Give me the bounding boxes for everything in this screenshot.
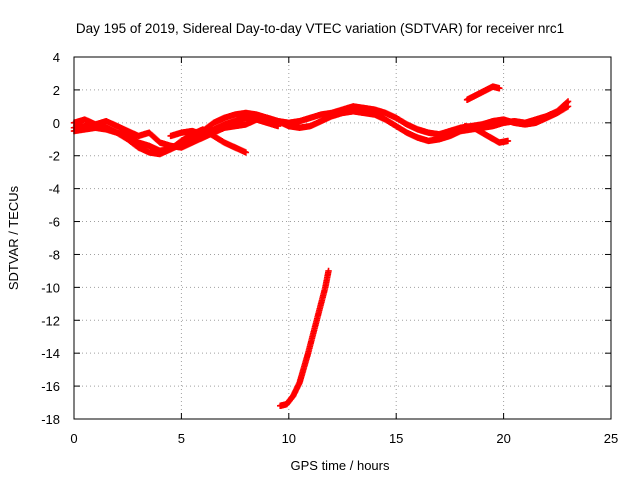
y-tick-label: -2 xyxy=(48,149,60,164)
y-tick-label: -14 xyxy=(41,346,60,361)
y-axis-ticks: 4 2 0 -2 -4 -6 -8 -10 -12 -14 -16 -18 xyxy=(41,50,611,427)
y-tick-label: 2 xyxy=(53,83,60,98)
data-point xyxy=(504,137,512,145)
x-tick-label: 5 xyxy=(178,431,185,446)
plot-frame xyxy=(73,56,612,420)
y-tick-label: -6 xyxy=(48,215,60,230)
data-point xyxy=(563,99,571,106)
y-tick-label: 0 xyxy=(53,116,60,131)
x-tick-label: 15 xyxy=(389,431,403,446)
x-tick-label: 25 xyxy=(604,431,618,446)
series-track-e xyxy=(463,83,503,103)
series-track-g xyxy=(277,267,332,410)
y-tick-label: -18 xyxy=(41,412,60,427)
data-point xyxy=(274,122,282,130)
y-tick-label: -8 xyxy=(48,247,60,262)
x-tick-label: 20 xyxy=(496,431,510,446)
data-point xyxy=(242,149,250,156)
series-track-f xyxy=(461,122,512,146)
chart-title: Day 195 of 2019, Sidereal Day-to-day VTE… xyxy=(76,21,564,36)
data-point xyxy=(564,98,572,105)
y-tick-label: -16 xyxy=(41,379,60,394)
data-points xyxy=(70,83,572,410)
series-track-b xyxy=(70,98,572,158)
x-tick-label: 0 xyxy=(70,431,77,446)
x-axis-label: GPS time / hours xyxy=(291,458,390,473)
y-tick-label: -12 xyxy=(41,313,60,328)
y-tick-label: 4 xyxy=(53,50,60,65)
series-track-d xyxy=(167,114,282,140)
data-point xyxy=(325,267,332,275)
x-tick-label: 10 xyxy=(282,431,296,446)
y-axis-label: SDTVAR / TECUs xyxy=(6,185,21,290)
series-track-c xyxy=(70,124,250,156)
y-tick-label: -4 xyxy=(48,182,60,197)
y-tick-label: -10 xyxy=(41,280,60,295)
data-point xyxy=(496,85,503,92)
